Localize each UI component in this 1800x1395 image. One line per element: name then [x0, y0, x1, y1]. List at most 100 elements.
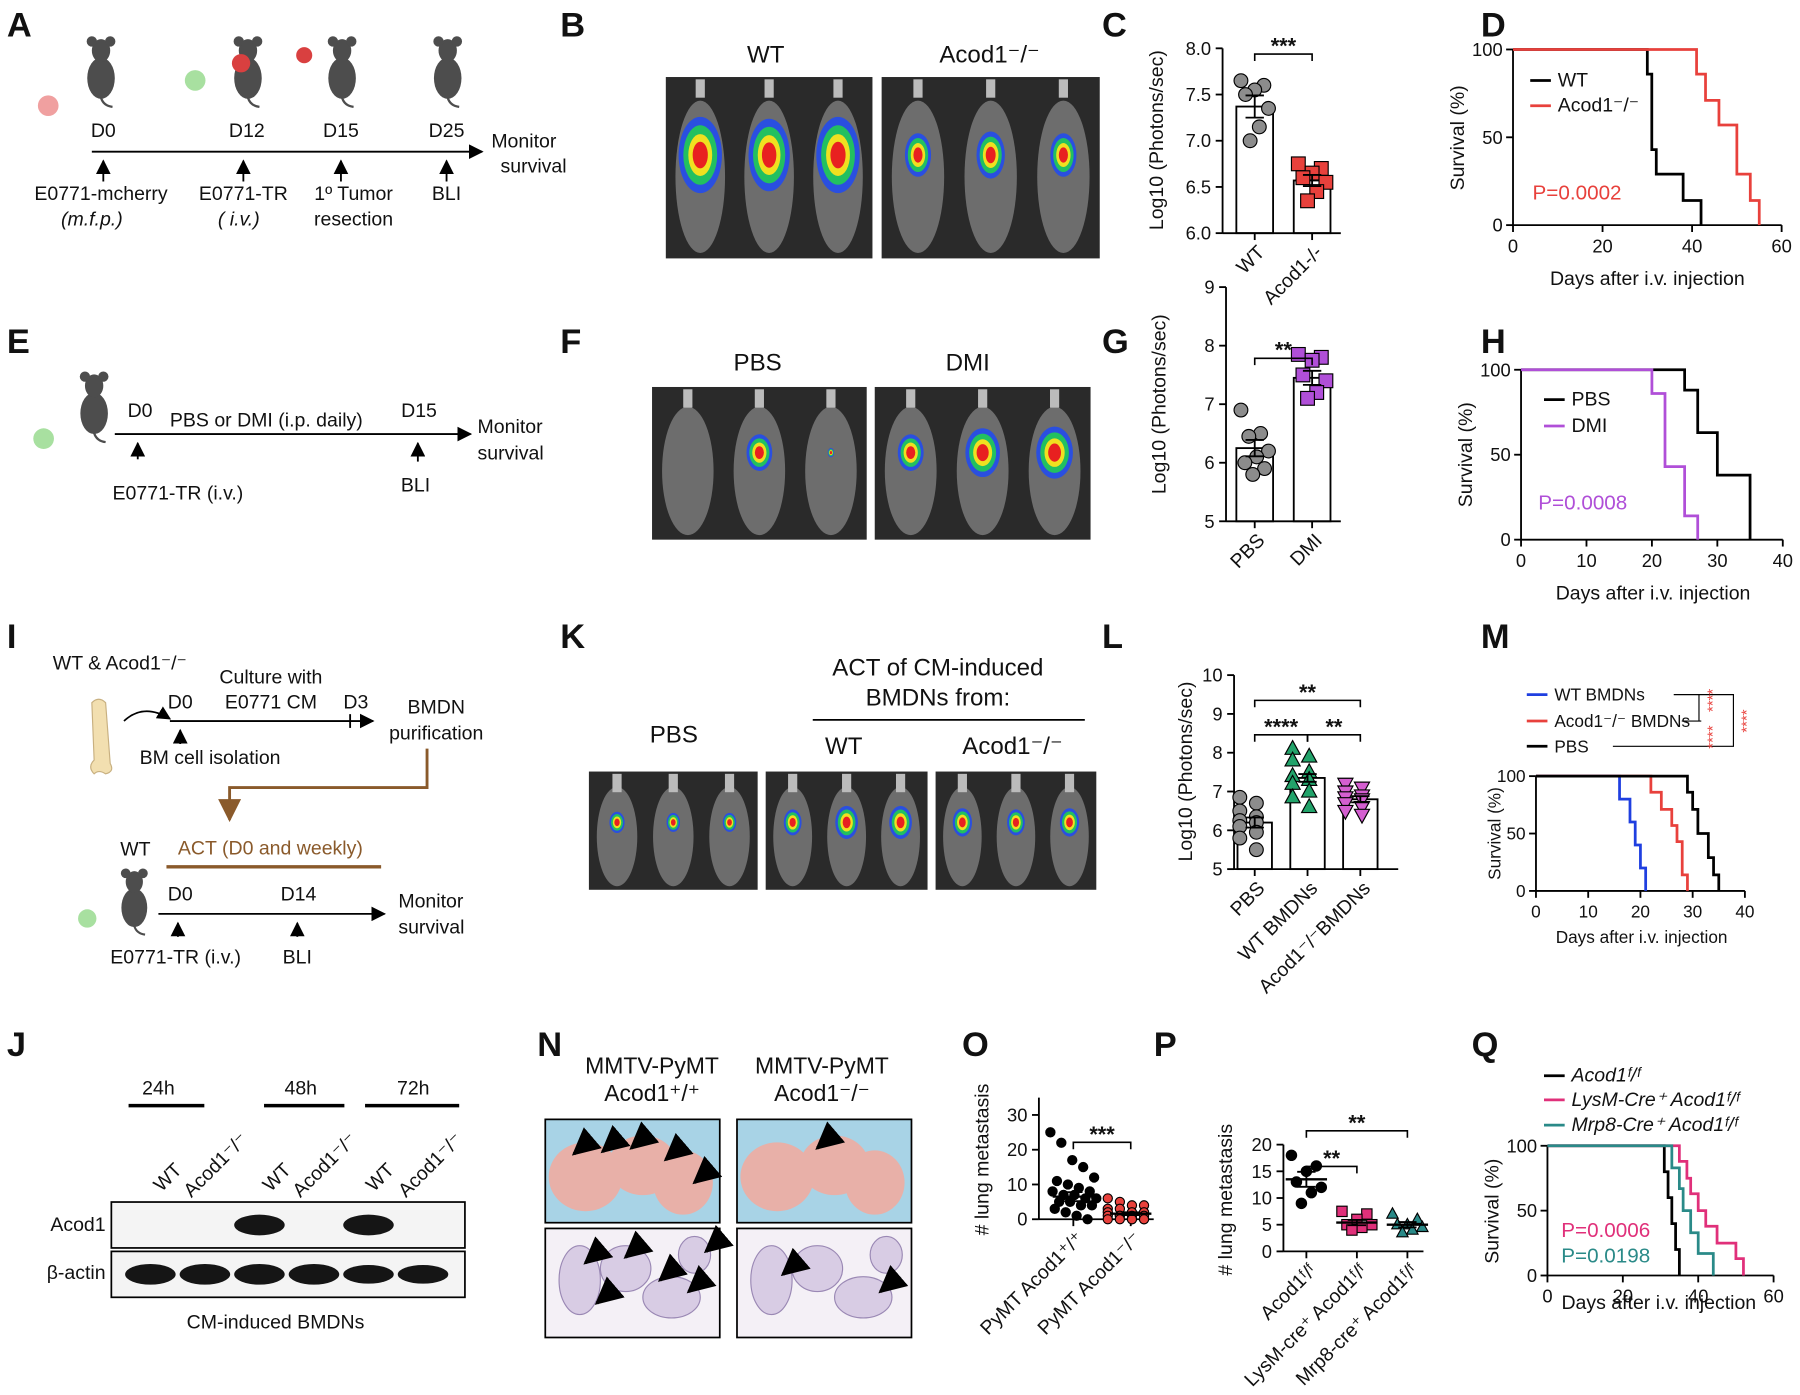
- annotation: P=0.0198: [1561, 1244, 1650, 1267]
- end-label: survival: [398, 917, 464, 939]
- y-tick-label: 50: [1506, 824, 1525, 844]
- data-point: [1415, 1219, 1429, 1233]
- sig-bracket: [1253, 357, 1313, 366]
- lane-label: Acod1⁻/⁻: [394, 1129, 467, 1202]
- panel-letter: C: [1102, 6, 1127, 44]
- schematic-e: D0 D15 PBS or DMI (i.p. daily) E0771-TR …: [33, 370, 544, 505]
- data-point: [1353, 808, 1371, 825]
- y-tick-label: 6.0: [1186, 223, 1212, 244]
- error-bar: [1298, 773, 1317, 783]
- data-point: [1088, 1172, 1100, 1183]
- sig-label: **: [1323, 1146, 1340, 1171]
- y-tick-label: 10: [1007, 1174, 1027, 1195]
- y-axis-label: # lung metastasis: [972, 1083, 994, 1235]
- y-tick-label: 6.5: [1186, 176, 1212, 197]
- survival-curve: [1521, 368, 1700, 540]
- source-label: WT & Acod1⁻/⁻: [53, 653, 187, 675]
- y-tick-label: 5: [1262, 1214, 1272, 1235]
- y-tick-label: 0: [1500, 529, 1510, 550]
- tissue: [833, 1276, 893, 1319]
- day-label: D3: [343, 692, 368, 714]
- mouse-icon: [119, 867, 149, 936]
- panel-letter: L: [1102, 618, 1123, 656]
- y-tick-label: 15: [1252, 1161, 1272, 1182]
- x-tick-label: 40: [1688, 1286, 1708, 1307]
- data-point: [1126, 1214, 1138, 1225]
- day-label: D0: [168, 883, 193, 905]
- panel-letter: H: [1481, 323, 1506, 361]
- signal: [913, 147, 923, 163]
- signal: [1066, 817, 1073, 828]
- clip: [668, 773, 678, 793]
- cell-icon: [33, 428, 54, 449]
- signal: [830, 141, 846, 169]
- lung-lobe: [653, 1150, 713, 1215]
- mouse-body: [943, 786, 982, 887]
- blot-band: [343, 1214, 394, 1236]
- data-point: [1290, 346, 1306, 362]
- signal: [958, 817, 966, 828]
- mouse-icon: [326, 35, 358, 109]
- signal: [789, 817, 796, 827]
- time-label: 24h: [142, 1077, 175, 1099]
- group-label: Acod1⁻/⁻: [774, 1080, 870, 1106]
- arrow: [686, 1264, 717, 1294]
- data-point: [1284, 751, 1302, 767]
- arrow: [623, 1230, 654, 1259]
- data-point: [1251, 119, 1267, 135]
- y-axis-label: Log10 (Photons/sec): [1148, 314, 1170, 494]
- blot-band: [234, 1214, 285, 1236]
- y-tick-label: 6: [1204, 452, 1214, 473]
- y-tick-label: 8: [1212, 742, 1222, 763]
- data-point: [1060, 1207, 1071, 1218]
- lung-lobe: [844, 1150, 905, 1215]
- mouse-body: [709, 786, 750, 887]
- lung-lobe: [548, 1142, 623, 1212]
- x-tick-label: DMI: [1286, 530, 1327, 571]
- group-label: MMTV-PyMT: [585, 1052, 719, 1078]
- signal: [670, 819, 676, 826]
- clip: [826, 389, 836, 408]
- lung-lobe: [740, 1142, 814, 1212]
- data-point: [1261, 100, 1276, 116]
- mouse-body: [1050, 786, 1089, 887]
- clip: [1064, 773, 1075, 793]
- error-bar: [1398, 1221, 1417, 1229]
- annotation: ****: [1704, 689, 1721, 712]
- signal: [906, 446, 916, 460]
- x-axis-label: Days after i.v. injection: [1550, 268, 1745, 290]
- data-point: [1353, 781, 1371, 798]
- panel-letter: O: [962, 1026, 989, 1064]
- x-axis-label: Days after i.v. injection: [1556, 927, 1728, 947]
- protein-label: Acod1: [50, 1214, 105, 1236]
- data-point: [1336, 804, 1354, 821]
- legend-label: Acod1ᶠ/ᶠ: [1571, 1065, 1643, 1087]
- data-point: [1078, 1161, 1089, 1173]
- group-label: DMI: [946, 349, 990, 376]
- error-bar: [1347, 1218, 1367, 1227]
- data-point: [1366, 1218, 1378, 1231]
- mouse-body: [662, 406, 714, 536]
- data-point: [1300, 193, 1315, 209]
- lane-label: Acod1⁻/⁻: [288, 1129, 361, 1202]
- legend-label: WT BMDNs: [1554, 685, 1644, 705]
- data-point: [1238, 87, 1253, 102]
- arrow: [629, 1121, 660, 1150]
- y-tick-label: 9: [1212, 703, 1222, 724]
- panel-letter: D: [1481, 6, 1506, 44]
- time-label: 48h: [284, 1077, 317, 1099]
- cell-icon: [78, 909, 97, 928]
- mouse-body: [996, 786, 1036, 887]
- panel-letter: K: [560, 618, 585, 656]
- y-tick-label: 9: [1204, 277, 1214, 298]
- error-bar: [1351, 795, 1370, 804]
- clip: [695, 79, 705, 98]
- data-point: [1300, 390, 1315, 406]
- clip: [764, 79, 774, 98]
- data-point: [1067, 1154, 1078, 1166]
- signal: [614, 818, 620, 827]
- legend-label: Acod1⁻/⁻ BMDNs: [1554, 711, 1690, 731]
- bone-icon: [90, 698, 113, 775]
- data-point: [1257, 461, 1273, 477]
- x-tick-label: 60: [1771, 235, 1791, 256]
